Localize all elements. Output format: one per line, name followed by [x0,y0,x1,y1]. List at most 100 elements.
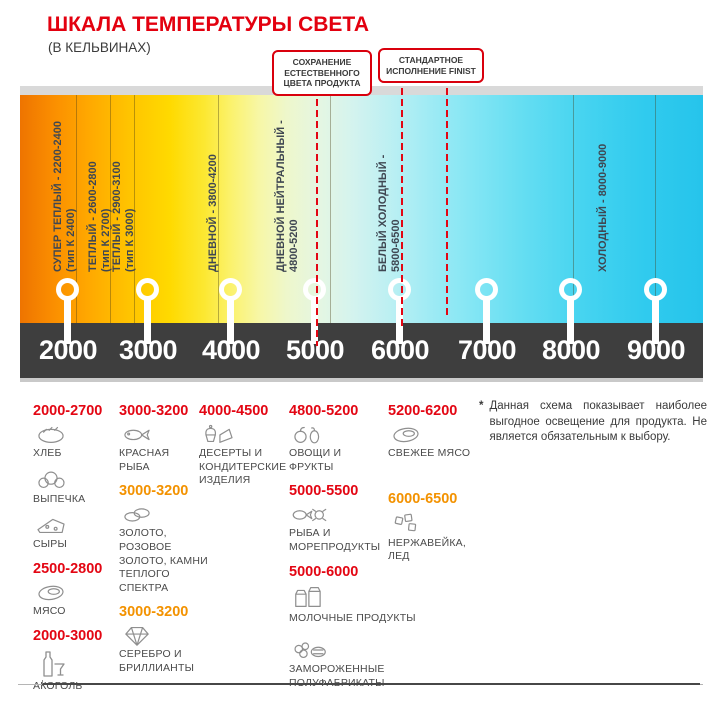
zone-divider [330,95,331,323]
scale-marker [136,278,159,301]
scale-marker-stem [652,300,659,344]
callout-natural-color: СОХРАНЕНИЕ ЕСТЕСТВЕННОГО ЦВЕТА ПРОДУКТА [272,50,372,96]
list-item-label: ЗОЛОТО, РОЗОВОЕ ЗОЛОТО, КАМНИ ТЕПЛОГО СП… [119,527,208,594]
range-heading: 5000-6000 [289,563,359,580]
rings-icon [124,508,150,522]
list-item-label: РЫБА И МОРЕПРОДУКТЫ [289,527,381,553]
scale-marker [303,278,326,301]
scale-marker-stem [144,300,151,344]
range-heading: 4800-5200 [289,403,359,419]
legend-column-2: 3000-3200 КРАСНАЯ РЫБА 3000-3200 ЗОЛОТО,… [119,394,208,682]
scale-marker [56,278,79,301]
bread-icon [38,426,64,443]
meat-icon [38,585,64,601]
zone-divider [573,95,574,323]
zone-label-super-warm: СУПЕР ТЕПЛЫЙ - 2200-2400 (тип К 2400) [52,120,77,272]
bottom-rule-tick [323,680,324,684]
kelvin-axis: 2000 3000 4000 5000 6000 7000 8000 9000 [20,323,703,378]
range-heading: 3000-3200 [119,403,189,419]
callout-standard-finist: СТАНДАРТНОЕ ИСПОЛНЕНИЕ FINIST [378,48,484,84]
list-item-label: ВЫПЕЧКА [33,492,86,505]
scale-marker-stem [483,300,490,344]
page-subtitle: (В КЕЛЬВИНАХ) [48,40,151,55]
list-item: ОВОЩИ И ФРУКТЫ [289,421,384,474]
zone-divider [218,95,219,323]
list-item: СЫРЫ [33,512,117,552]
seafood-icon [292,509,327,522]
list-item: ДЕСЕРТЫ И КОНДИТЕРСКИЕ ИЗДЕЛИЯ [199,421,287,488]
list-item: ВЫПЕЧКА [33,467,117,507]
fish-icon [124,429,150,441]
list-item: МОЛОЧНЫЕ ПРОДУКТЫ [289,582,416,626]
range-heading: 3000-3200 [119,483,189,500]
scale-marker [219,278,242,301]
list-item: СВЕЖЕЕ МЯСО [388,421,474,461]
list-item-label: НЕРЖАВЕЙКА, ЛЕД [388,536,466,563]
fresh-meat-icon [393,427,419,443]
page-title: ШКАЛА ТЕМПЕРАТУРЫ СВЕТА [47,13,370,36]
scale-marker-stem [227,300,234,344]
pastry-icon [38,471,65,488]
list-item: ЗОЛОТО, РОЗОВОЕ ЗОЛОТО, КАМНИ ТЕПЛОГО СП… [119,501,208,595]
range-heading: 4000-4500 [199,403,269,419]
footnote-asterisk: * [479,400,484,412]
list-item: АКОГОЛЬ [33,646,117,694]
zone-divider [76,95,77,323]
list-item-label: МЯСО [33,604,66,617]
list-item: МЯСО [33,579,117,619]
zone-label-warm-3000: ТЕПЛЫЙ - 2900-3100 (тип К 3000) [111,161,136,272]
scale-marker-stem [396,300,403,344]
bottom-rule-dark [42,683,700,685]
zone-label-warm-2700: ТЕПЛЫЙ - 2600-2800 (тип К 2700) [87,161,112,272]
list-item-label: ХЛЕБ [33,447,62,459]
cheese-icon [37,519,65,534]
scale-marker-stem [311,300,318,344]
list-item-label: СВЕЖЕЕ МЯСО [388,447,471,459]
legend-column-3: 4000-4500 ДЕСЕРТЫ И КОНДИТЕРСКИЕ ИЗДЕЛИЯ [199,394,287,494]
zone-label-cold: ХОЛОДНЫЙ - 8000-9000 [597,143,609,272]
zone-label-daylight: ДНЕВНОЙ - 3800-4200 [207,154,219,272]
list-item: НЕРЖАВЕЙКА, ЛЕД [388,509,474,564]
alcohol-icon [43,650,65,677]
bottom-rule-tick [42,680,43,684]
diamond-icon [125,627,149,647]
temperature-gradient: СУПЕР ТЕПЛЫЙ - 2200-2400 (тип К 2400) ТЕП… [20,95,703,323]
list-item-label: МОЛОЧНЫЕ ПРОДУКТЫ [289,611,416,624]
zone-label-daylight-neutral: ДНЕВНОЙ НЕЙТРАЛЬНЫЙ -4800-5200 [275,120,300,272]
zone-divider [134,95,135,323]
legend-column-5: 5200-6200 СВЕЖЕЕ МЯСО 6000-6500 НЕРЖАВЕЙ… [388,394,474,570]
footnote: * Данная схема показывает наиболее выгод… [479,399,707,446]
guide-line-6500k [446,88,448,318]
range-heading: 2500-2800 [33,560,103,577]
frozen-icon [294,642,326,659]
guide-line-5000k [316,88,318,346]
list-item-label: КРАСНАЯ РЫБА [119,447,170,473]
guide-line-6000k [401,88,403,330]
list-item: СЕРЕБРО И БРИЛЛИАНТЫ [119,622,203,675]
range-heading: 2000-3000 [33,627,103,644]
list-item-label: СЫРЫ [33,538,67,551]
list-item-label: ДЕСЕРТЫ И КОНДИТЕРСКИЕ ИЗДЕЛИЯ [199,447,287,487]
legend-column-1: 2000-2700 ХЛЕБ ВЫПЕЧКА СЫРЫ 2500-2800 МЯ… [33,394,117,699]
list-item-label: СЕРЕБРО И БРИЛЛИАНТЫ [119,648,195,675]
range-heading: 2000-2700 [33,403,103,419]
scale-marker [644,278,667,301]
zone-label-white-cold: БЕЛЫЙ ХОЛОДНЫЙ -5800-6500 [377,154,402,272]
range-heading: 5000-5500 [289,483,359,500]
list-item: ХЛЕБ [33,421,117,461]
range-heading: 6000-6500 [388,490,458,507]
list-item-label: ОВОЩИ И ФРУКТЫ [289,447,342,473]
scale-marker [559,278,582,301]
list-item-label: ЗАМОРОЖЕННЫЕ ПОЛУФАБРИКАТЫ [289,663,385,689]
footnote-text: Данная схема показывает наиболее выгодно… [489,400,707,444]
list-item: ЗАМОРОЖЕННЫЕ ПОЛУФАБРИКАТЫ [289,637,384,690]
list-item: РЫБА И МОРЕПРОДУКТЫ [289,501,384,554]
zone-divider [655,95,656,323]
zone-divider [110,95,111,323]
scale-marker-stem [64,300,71,344]
legend-column-4: 4800-5200 ОВОЩИ И ФРУКТЫ 5000-5500 РЫБА … [289,394,416,696]
list-item-label: АКОГОЛЬ [33,679,83,692]
list-item: КРАСНАЯ РЫБА [119,421,203,474]
scale-marker-stem [567,300,574,344]
